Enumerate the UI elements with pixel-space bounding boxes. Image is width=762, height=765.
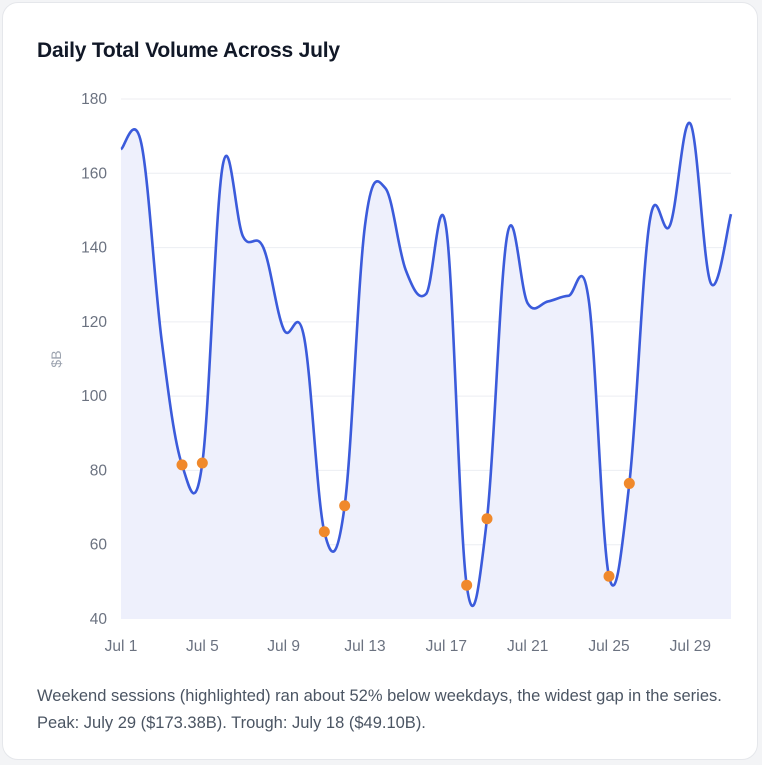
weekend-point (318, 526, 330, 538)
y-tick-label: 80 (90, 462, 108, 479)
y-tick-label: 60 (90, 537, 108, 554)
y-tick-label: 180 (81, 91, 107, 108)
x-tick-label: Jul 9 (267, 638, 300, 655)
y-tick-label: 100 (81, 388, 107, 405)
weekend-point (481, 513, 493, 525)
x-axis-ticks: Jul 1 Jul 5 Jul 9 Jul 13 Jul 17 Jul 21 Jul 25 J… (105, 638, 711, 655)
weekend-point (623, 477, 635, 489)
x-tick-label: Jul 17 (426, 638, 467, 655)
weekend-point (339, 500, 351, 512)
x-tick-label: Jul 25 (588, 638, 629, 655)
weekend-point (461, 579, 473, 591)
y-tick-label: 160 (81, 165, 107, 182)
area-layer (121, 122, 731, 619)
y-axis-label: $B (48, 350, 64, 367)
chart-title: Daily Total Volume Across July (37, 39, 340, 62)
weekend-point (176, 459, 188, 471)
line-layer (120, 121, 733, 608)
chart-caption: Weekend sessions (highlighted) ran about… (37, 687, 722, 732)
y-tick-label: 120 (81, 314, 107, 331)
x-tick-label: Jul 13 (344, 638, 385, 655)
marker-layer (176, 457, 635, 591)
x-tick-label: Jul 5 (186, 638, 219, 655)
x-tick-label: Jul 21 (507, 638, 548, 655)
series-line (120, 121, 733, 608)
y-tick-label: 140 (81, 240, 107, 257)
y-axis-ticks: 40 60 80 100 120 140 160 180 (81, 91, 107, 628)
weekend-point (603, 570, 615, 582)
weekend-point (196, 457, 208, 469)
x-tick-label: Jul 29 (670, 638, 711, 655)
y-tick-label: 40 (90, 611, 108, 628)
area-fill (121, 122, 731, 619)
x-tick-label: Jul 1 (105, 638, 138, 655)
